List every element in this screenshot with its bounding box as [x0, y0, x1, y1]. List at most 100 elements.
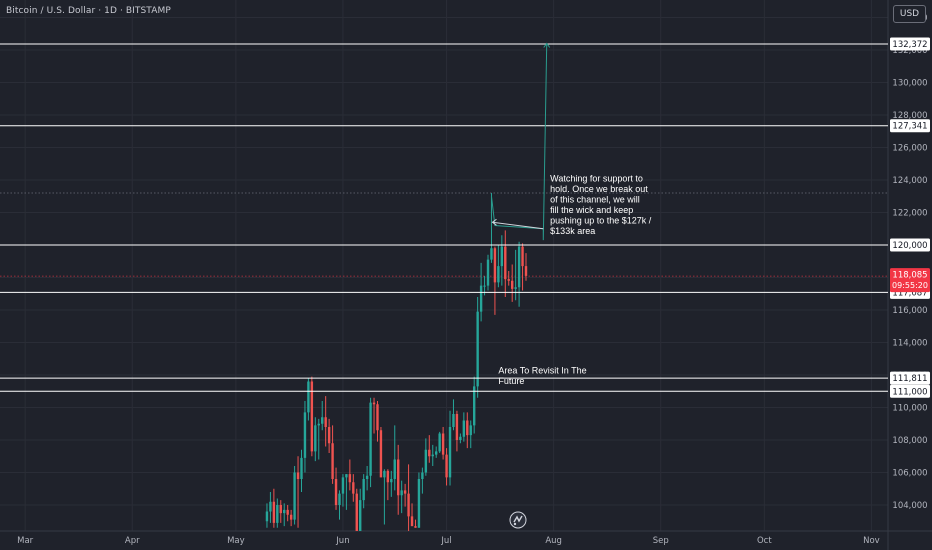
x-tick-label: Jun — [335, 536, 349, 546]
candle-body — [507, 279, 510, 281]
annotation-text: fill the wick and keep — [550, 205, 633, 215]
candle-body — [517, 246, 521, 288]
candle-body — [493, 248, 497, 283]
currency-button[interactable]: USD — [893, 5, 926, 23]
candle-body — [421, 472, 424, 479]
level-label: 117,087 — [892, 288, 927, 298]
level-label-box — [890, 37, 930, 51]
candle-body — [317, 423, 320, 426]
y-tick-label: 130,000 — [892, 79, 927, 89]
candle-body — [393, 459, 396, 479]
candle-body — [338, 493, 341, 505]
candle-body — [334, 479, 338, 505]
x-tick-label: Jul — [440, 536, 451, 546]
x-tick-label: Mar — [17, 536, 34, 546]
projection-arrowhead — [543, 42, 551, 48]
level-label: 127,341 — [892, 122, 927, 132]
y-tick-label: 132,000 — [892, 46, 927, 56]
candle-body — [483, 285, 486, 287]
candle-body — [521, 246, 524, 267]
candle-body — [345, 474, 348, 478]
candle-body — [293, 472, 296, 520]
candle-body — [459, 436, 462, 440]
y-tick-label: 116,000 — [892, 306, 927, 316]
annotation-arrow — [492, 221, 544, 230]
annotation-text: $133k area — [550, 226, 595, 236]
x-tick-label: Sep — [653, 536, 669, 546]
level-label-box — [890, 371, 930, 385]
annotation-text: Watching for support to — [550, 174, 643, 184]
candle-body — [438, 433, 441, 452]
candle-body — [352, 482, 355, 494]
candle-body — [428, 449, 431, 457]
candle-body — [390, 479, 393, 483]
symbol-title: Bitcoin / U.S. Dollar · 1D · BITSTAMP — [6, 6, 171, 16]
candle-body — [500, 246, 504, 267]
level-label: 111,811 — [892, 374, 927, 384]
annotation-text: hold. Once we break out — [550, 184, 648, 194]
candle-body — [369, 402, 372, 476]
x-tick-label: Apr — [125, 536, 140, 546]
candle-body — [448, 427, 452, 478]
candle-body — [497, 266, 500, 283]
current-price-box — [890, 268, 930, 293]
candle-body — [310, 381, 314, 452]
candle-body — [327, 427, 331, 444]
candle-body — [397, 459, 400, 496]
candle-body — [300, 457, 303, 479]
tradingview-logo-icon[interactable] — [509, 511, 527, 529]
y-tick-label: 110,000 — [892, 404, 927, 414]
level-label-box — [890, 238, 930, 252]
candle-body — [407, 493, 410, 517]
y-tick-label: 104,000 — [892, 501, 927, 511]
candle-body — [324, 417, 327, 427]
annotation-arrowhead — [491, 218, 497, 226]
candle-body — [504, 246, 507, 280]
candle-body — [348, 474, 352, 483]
candle-body — [514, 287, 517, 289]
candle-body — [510, 280, 514, 289]
candle-body — [472, 386, 476, 426]
candle-body — [265, 511, 269, 522]
candle-body — [435, 451, 438, 455]
candle-body — [283, 509, 286, 514]
candle-body — [272, 501, 276, 523]
candle-body — [307, 381, 310, 413]
x-tick-label: Nov — [863, 536, 880, 546]
candle-body — [431, 454, 434, 457]
candle-body — [524, 266, 528, 276]
candle-body — [372, 402, 376, 405]
level-label: 111,000 — [892, 387, 927, 397]
candle-body — [476, 311, 479, 387]
x-tick-label: Aug — [545, 536, 562, 546]
candle-body — [289, 514, 293, 520]
countdown-label: 09:55:20 — [892, 281, 928, 290]
annotation-text: Future — [498, 376, 524, 386]
candle-body — [359, 500, 362, 531]
y-tick-label: 126,000 — [892, 144, 927, 154]
candle-body — [279, 505, 282, 514]
y-tick-label: 122,000 — [892, 209, 927, 219]
candle-body — [269, 501, 272, 512]
candle-body — [455, 414, 459, 440]
candle-body — [490, 248, 493, 260]
candle-body — [296, 472, 300, 479]
candle-body — [400, 490, 403, 496]
candle-body — [383, 470, 386, 478]
candle-body — [314, 425, 317, 452]
candle-body — [321, 417, 324, 424]
projection-path[interactable] — [490, 43, 548, 241]
candle-body — [462, 420, 466, 437]
candle-body — [303, 412, 307, 458]
candle-body — [365, 475, 369, 479]
level-label-box — [890, 384, 930, 398]
candle-body — [452, 414, 455, 427]
candle-body — [466, 420, 469, 436]
level-label: 132,372 — [892, 40, 927, 50]
candle-body — [424, 449, 428, 473]
y-tick-label: 124,000 — [892, 176, 927, 186]
y-tick-label: 108,000 — [892, 436, 927, 446]
candle-body — [376, 404, 379, 431]
